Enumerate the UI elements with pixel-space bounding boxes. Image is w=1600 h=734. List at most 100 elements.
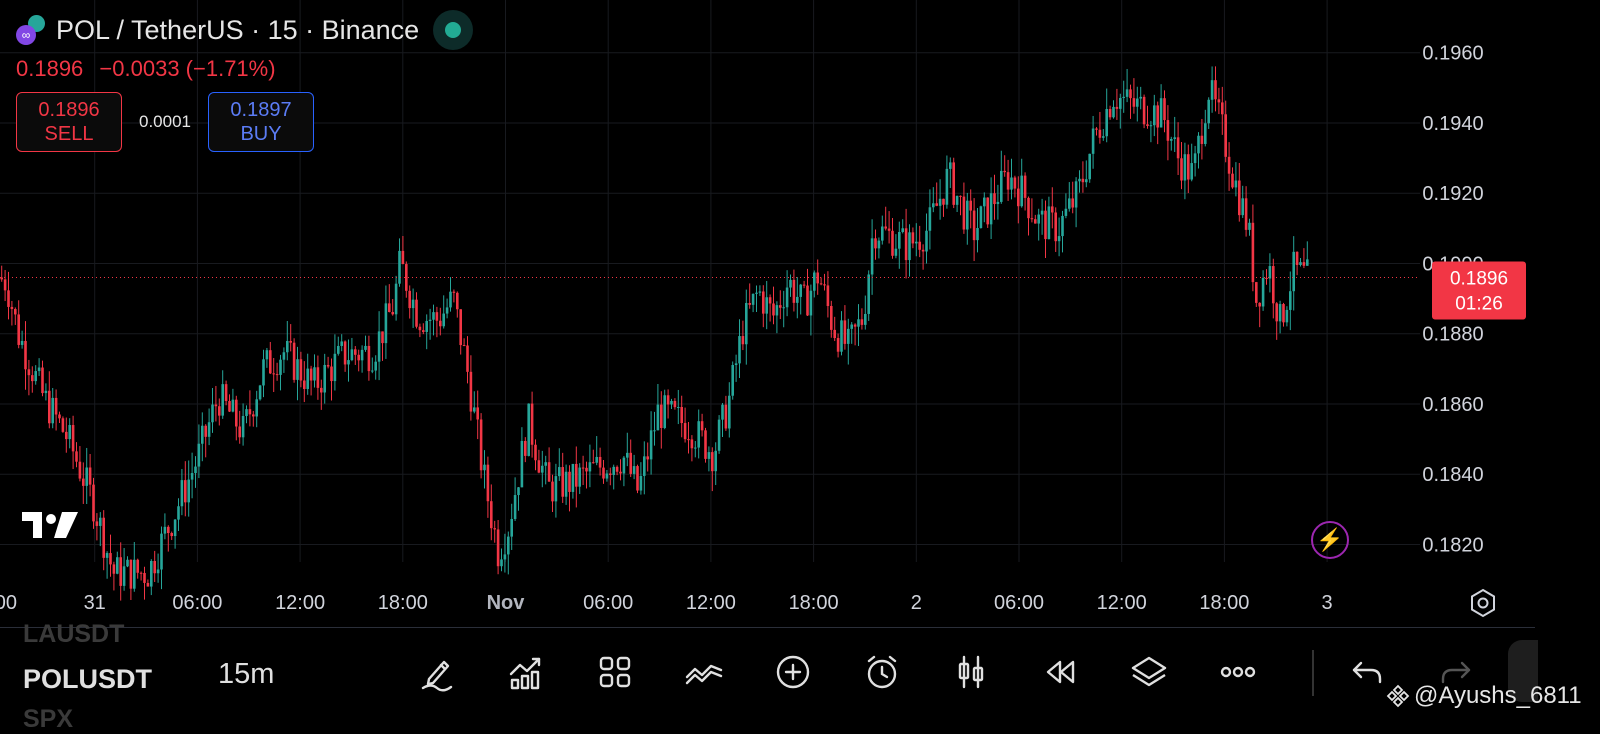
candle-down [826, 285, 830, 307]
replay-icon[interactable] [1039, 651, 1081, 693]
candle-up [755, 292, 758, 294]
symbol-title[interactable]: POL / TetherUS · 15 · Binance [56, 14, 420, 45]
price-tick-label: 0.1940 [1422, 113, 1483, 135]
candle-down [629, 452, 632, 474]
buy-price: 0.1897 [230, 99, 292, 121]
candle-down [1302, 262, 1306, 266]
sell-button[interactable]: 0.1896 SELL [16, 92, 122, 152]
candle-down [235, 399, 238, 427]
grid-icon[interactable] [594, 651, 636, 693]
candle-up [799, 284, 802, 297]
buy-button[interactable]: 0.1897 BUY [208, 92, 314, 152]
candle-down [690, 439, 694, 449]
candle-down [136, 559, 139, 573]
candle-up [626, 452, 629, 458]
trend-icon[interactable] [683, 651, 725, 693]
chart-legend: ∞ POL / TetherUS · 15 · Binance 0.1896 −… [16, 10, 474, 152]
candle-up [371, 370, 374, 372]
candle-down [921, 249, 925, 252]
candle-down [31, 375, 34, 382]
symbol-prev[interactable]: LAUSDT [23, 620, 125, 648]
candle-down [592, 462, 595, 464]
symbol-current[interactable]: POLUSDT [23, 664, 153, 694]
candle-up [554, 476, 558, 502]
candle-up [653, 430, 656, 432]
candle-up [928, 207, 932, 231]
candle-down [95, 521, 99, 526]
add-icon[interactable] [772, 651, 814, 693]
market-status-icon[interactable] [433, 10, 474, 50]
candle-down [204, 425, 207, 437]
candle-up [180, 480, 184, 507]
candle-up [1088, 153, 1091, 180]
candle-down [1108, 109, 1112, 118]
candle-down [275, 374, 279, 376]
candle-down [214, 404, 218, 407]
candle-up [670, 400, 673, 405]
candle-down [1224, 114, 1227, 157]
time-tick-label: 18:00 [789, 592, 839, 614]
settings-icon[interactable] [1468, 588, 1498, 618]
candle-up [870, 238, 874, 275]
candle-down [462, 345, 466, 347]
toolbar-separator [1312, 650, 1314, 696]
price-chart[interactable]: 0.19600.19400.19200.19000.18800.18600.18… [0, 0, 1600, 627]
candle-down [1023, 175, 1027, 198]
chart-area[interactable]: 0.19600.19400.19200.19000.18800.18600.18… [0, 0, 1600, 627]
interval-button[interactable]: 15m [218, 658, 275, 690]
candle-up [394, 283, 398, 315]
more-icon[interactable] [1217, 651, 1259, 693]
candle-up [847, 328, 850, 344]
buy-label: BUY [240, 123, 282, 145]
candle-up [785, 287, 789, 308]
candle-up [938, 198, 942, 206]
candle-up [279, 359, 282, 375]
time-tick-label: 2 [911, 592, 922, 614]
candle-down [1051, 206, 1054, 213]
candle-down [1180, 158, 1183, 181]
candle-down [357, 354, 360, 361]
candle-down [551, 481, 554, 502]
candle-up [122, 566, 126, 586]
undo-icon[interactable] [1346, 651, 1388, 693]
candle-up [1112, 106, 1115, 118]
candle-down [343, 341, 347, 365]
side-panel-handle[interactable] [1508, 640, 1538, 702]
candle-up [707, 452, 711, 459]
candle-up [945, 168, 949, 205]
redo-icon[interactable] [1435, 651, 1477, 693]
candle-up [1234, 180, 1238, 188]
lightning-icon[interactable]: ⚡ [1311, 521, 1349, 559]
candle-down [918, 241, 921, 250]
indicators-icon[interactable] [505, 651, 547, 693]
candle-down [1166, 120, 1170, 141]
candle-up [347, 360, 350, 365]
candle-up [425, 320, 428, 332]
time-tick-label: 06:00 [994, 592, 1044, 614]
alarm-icon[interactable] [861, 651, 903, 693]
candle-down [391, 312, 394, 315]
candle-down [1187, 154, 1190, 180]
candle-up [989, 193, 993, 225]
candle-down [415, 299, 418, 327]
pencil-icon[interactable] [416, 651, 458, 693]
candle-up [432, 312, 435, 320]
candle-up [1153, 105, 1156, 126]
candle-down [7, 290, 10, 307]
candle-up [1183, 154, 1187, 181]
candle-up [765, 297, 768, 314]
candle-down [1146, 124, 1149, 127]
layers-icon[interactable] [1128, 651, 1170, 693]
candle-down [942, 198, 945, 205]
candle-down [71, 425, 75, 452]
candle-up [503, 554, 507, 560]
candle-down [673, 400, 677, 408]
candle-down [248, 409, 252, 415]
candle-up [1105, 109, 1108, 137]
candle-down [993, 193, 996, 205]
candle-up [745, 303, 748, 345]
candle-down [887, 228, 891, 231]
candle-down [405, 264, 408, 291]
candle-up [1204, 123, 1207, 144]
candlestick-icon[interactable] [950, 651, 992, 693]
